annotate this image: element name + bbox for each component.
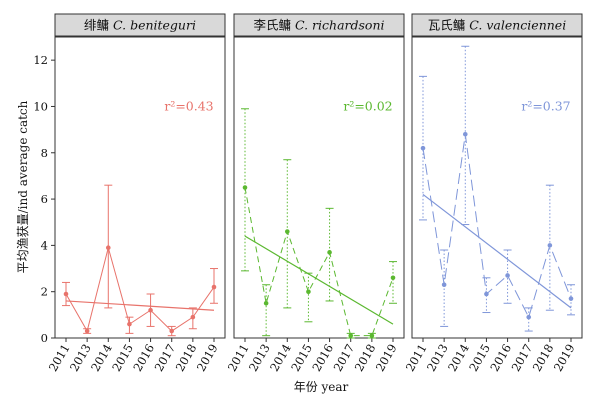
x-tick-label: 2018 [352,342,379,374]
x-tick-label: 2014 [88,342,115,374]
data-point [284,229,290,234]
y-tick-label: 12 [33,53,48,67]
x-tick-label: 2016 [130,342,157,374]
panel-3: 瓦氏鳙 C. valenciennei201120132014201520162… [403,13,583,374]
data-point [547,243,553,248]
panel-frame [411,36,583,339]
panel-2: 李氏鳙 C. richardsoni2011201320142015201620… [225,13,405,374]
data-point [462,131,468,137]
data-point [211,284,217,290]
panels-layer: 绯鳙 C. beniteguri024681012201120132014201… [33,13,583,374]
data-point [390,275,396,281]
y-tick-label: 0 [41,331,48,345]
panel-title-latin: C. richardsoni [295,18,385,33]
data-point [263,300,269,306]
x-tick-label: 2015 [109,342,136,374]
data-point [505,273,510,278]
y-tick-label: 4 [41,238,48,252]
x-tick-label: 2019 [551,342,578,374]
data-point [84,328,90,334]
x-tick-label: 2019 [373,342,400,374]
data-point [127,321,132,327]
x-tick-label: 2011 [225,342,252,374]
x-tick-label: 2013 [424,342,451,374]
y-tick-label: 2 [41,285,48,299]
panel-frame [233,36,405,339]
data-point [526,314,532,320]
r-squared-label: r²=0.02 [343,98,392,113]
panel-strip [54,13,226,37]
x-tick-label: 2013 [246,342,273,374]
data-point [441,282,447,288]
x-tick-label: 2018 [530,342,557,374]
y-tick-label: 6 [41,192,48,206]
trend-line [65,300,215,311]
x-tick-label: 2015 [288,342,315,374]
panel-strip-title: 绯鳙 C. beniteguri [84,18,196,33]
x-tick-label: 2017 [152,342,179,374]
panel-frame [54,36,226,339]
series-line [244,187,394,337]
r-squared-label: r²=0.43 [164,98,213,113]
trend-line [422,193,572,309]
series-line [422,134,572,319]
panel-title-cn: 瓦氏鳙 [428,18,469,33]
panel-strip [233,13,405,37]
x-tick-label: 2016 [487,341,514,373]
y-tick-label: 8 [41,146,48,160]
panel-title-cn: 李氏鳙 [254,18,295,33]
trend-line [244,235,394,325]
data-point [190,314,196,320]
x-tick-label: 2011 [403,342,430,374]
panel-strip-title: 瓦氏鳙 C. valenciennei [428,18,566,33]
data-point [306,289,311,294]
panel-strip-title: 李氏鳙 C. richardsoni [254,18,385,33]
panel-1: 绯鳙 C. beniteguri024681012201120132014201… [33,13,226,374]
data-point [105,245,111,250]
panel-strip [411,13,583,37]
data-point [348,333,354,338]
data-point [369,333,375,338]
x-tick-label: 2013 [67,342,94,374]
data-point [148,307,153,313]
y-tick-label: 10 [33,99,48,113]
data-point [484,291,489,297]
x-tick-label: 2015 [466,342,493,374]
x-tick-label: 2011 [46,342,73,374]
x-axis-title: 年份 year [294,380,349,394]
data-point [63,291,69,297]
panel-title-latin: C. valenciennei [469,18,566,33]
x-tick-label: 2017 [331,342,358,374]
data-point [242,185,248,190]
series-line [65,245,215,333]
x-tick-label: 2019 [194,342,221,374]
data-point [568,296,574,301]
y-axis-title: 平均渔获量/ind average catch [16,100,30,273]
data-point [327,250,332,255]
x-tick-label: 2014 [267,342,294,374]
x-tick-label: 2016 [309,342,336,374]
x-tick-label: 2014 [445,342,472,374]
panel-title-latin: C. beniteguri [113,18,196,33]
x-tick-label: 2018 [173,342,200,374]
panel-title-cn: 绯鳙 [84,18,113,33]
x-tick-label: 2017 [509,342,536,374]
r-squared-label: r²=0.37 [521,98,570,113]
data-point [169,328,175,334]
data-point [420,145,426,151]
